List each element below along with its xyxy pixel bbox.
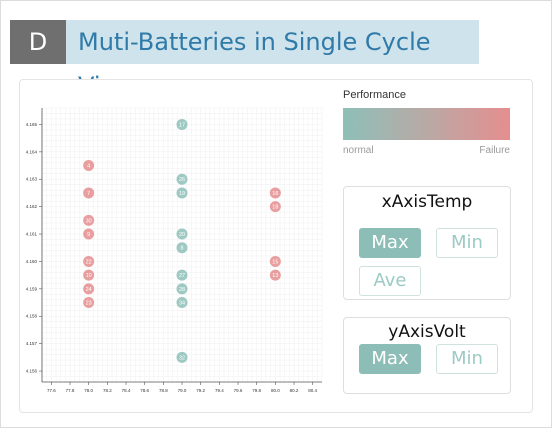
y-tick-label: 4.161 <box>26 232 38 237</box>
battery-point <box>83 160 95 172</box>
battery-point <box>176 297 188 309</box>
performance-gradient-bar <box>343 108 510 140</box>
battery-point-label: 9 <box>87 232 90 238</box>
y-tick-label: 4.157 <box>26 341 38 346</box>
battery-point <box>176 351 188 363</box>
y-volt-min-button[interactable]: Min <box>436 344 498 374</box>
x-tick-label: 79.2 <box>196 388 205 393</box>
x-tick-label: 78.6 <box>140 388 149 393</box>
battery-point-label: 19 <box>179 191 185 197</box>
y-tick-label: 4.163 <box>26 177 38 182</box>
x-temp-min-button[interactable]: Min <box>436 228 498 258</box>
battery-point-label: 24 <box>86 287 92 293</box>
battery-point-label: 27 <box>179 273 185 279</box>
x-tick-label: 79.0 <box>178 388 187 393</box>
section-letter-badge: D <box>10 20 66 64</box>
x-tick-label: 80.2 <box>290 388 299 393</box>
x-axis-temp-title: xAxisTemp <box>381 192 473 212</box>
y-tick-label: 4.164 <box>26 149 38 154</box>
battery-point-label: 34 <box>179 301 185 307</box>
battery-point <box>83 255 95 267</box>
x-tick-label: 77.8 <box>66 388 75 393</box>
battery-point <box>83 297 95 309</box>
battery-point-label: 23 <box>86 301 92 307</box>
battery-point <box>83 283 95 295</box>
battery-point <box>176 283 188 295</box>
y-tick-label: 4.160 <box>26 259 38 264</box>
battery-point-label: 26 <box>179 177 185 183</box>
battery-point <box>269 201 281 213</box>
battery-point-label: 10 <box>86 273 92 279</box>
page-title: Muti-Batteries in Single Cycle View <box>66 20 479 100</box>
y-axis-volt-box: yAxisVolt Max Min <box>343 317 511 394</box>
x-axis-temp-box: xAxisTemp Max Min Ave <box>343 186 511 300</box>
x-tick-label: 78.0 <box>84 388 93 393</box>
legend-low-label: normal <box>343 145 374 156</box>
battery-point <box>269 269 281 281</box>
x-temp-max-button[interactable]: Max <box>359 228 421 258</box>
battery-point-label: 15 <box>272 259 278 265</box>
y-volt-max-button[interactable]: Max <box>359 344 421 374</box>
battery-point <box>269 187 281 199</box>
battery-point <box>269 255 281 267</box>
battery-point <box>83 269 95 281</box>
battery-point <box>176 187 188 199</box>
y-axis-volt-title: yAxisVolt <box>388 322 466 342</box>
x-tick-label: 78.2 <box>103 388 112 393</box>
y-tick-label: 4.156 <box>26 369 38 374</box>
x-tick-label: 80.0 <box>271 388 280 393</box>
battery-point <box>176 228 188 240</box>
battery-point <box>83 228 95 240</box>
x-tick-label: 78.4 <box>122 388 131 393</box>
x-temp-ave-button[interactable]: Ave <box>359 266 421 296</box>
battery-point <box>83 214 95 226</box>
battery-point-label: 16 <box>272 191 278 197</box>
x-tick-label: 78.8 <box>159 388 168 393</box>
battery-point-label: 13 <box>272 273 278 279</box>
y-tick-label: 4.165 <box>26 122 38 127</box>
battery-point <box>176 269 188 281</box>
battery-point <box>83 187 95 199</box>
x-tick-label: 79.4 <box>215 388 224 393</box>
y-tick-label: 4.162 <box>26 204 38 209</box>
battery-point-label: 7 <box>87 191 90 197</box>
x-tick-label: 79.8 <box>252 388 261 393</box>
legend-high-label: Failure <box>479 145 510 156</box>
x-tick-label: 77.6 <box>47 388 56 393</box>
battery-point-label: 22 <box>86 259 92 265</box>
scatter-chart: 77.6 77.8 78.0 78.2 78.4 78.6 78.8 79.0 79.2 79.4… <box>26 107 323 393</box>
battery-point <box>176 173 188 185</box>
battery-point-label: 4 <box>87 164 90 170</box>
battery-point-label: 30 <box>86 218 92 224</box>
battery-point <box>176 242 188 254</box>
y-tick-label: 4.158 <box>26 314 38 319</box>
x-tick-label: 79.6 <box>234 388 243 393</box>
battery-point <box>176 118 188 130</box>
y-tick-label: 4.159 <box>26 286 38 291</box>
battery-point-label: 8 <box>180 246 183 252</box>
x-tick-label: 80.4 <box>308 388 317 393</box>
battery-point-label: 32 <box>179 355 185 361</box>
battery-point-label: 17 <box>179 122 185 128</box>
performance-legend-title: Performance <box>343 89 406 101</box>
battery-point-label: 20 <box>179 232 185 238</box>
battery-point-label: 28 <box>179 287 185 293</box>
battery-point-label: 18 <box>272 205 278 211</box>
